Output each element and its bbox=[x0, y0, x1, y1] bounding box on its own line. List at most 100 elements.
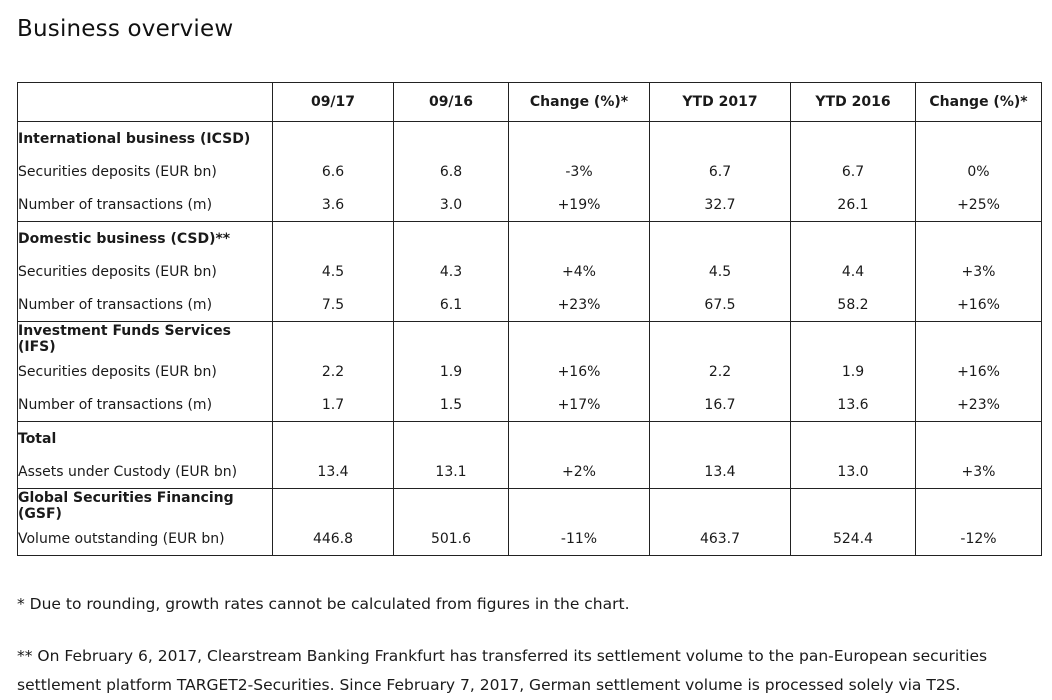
table-header-row: 09/17 09/16 Change (%)* YTD 2017 YTD 201… bbox=[17, 82, 1042, 122]
value-cell: 463.7 bbox=[649, 522, 791, 556]
business-overview-table: 09/17 09/16 Change (%)* YTD 2017 YTD 201… bbox=[17, 82, 1042, 556]
table-row: Assets under Custody (EUR bn) 13.4 13.1 +2%… bbox=[17, 455, 1042, 489]
column-header-label bbox=[17, 82, 273, 122]
value-cell: 58.2 bbox=[790, 288, 916, 322]
value-cell: 524.4 bbox=[790, 522, 916, 556]
value-cell: 446.8 bbox=[272, 522, 394, 556]
empty-cell bbox=[915, 488, 1042, 522]
value-cell: +23% bbox=[508, 288, 650, 322]
empty-cell bbox=[790, 421, 916, 455]
empty-cell bbox=[272, 121, 394, 155]
value-cell: 6.1 bbox=[393, 288, 509, 322]
value-cell: 4.4 bbox=[790, 255, 916, 288]
footnote-rounding: * Due to rounding, growth rates cannot b… bbox=[17, 595, 630, 613]
row-label: Assets under Custody (EUR bn) bbox=[17, 455, 273, 489]
section-title: International business (ICSD) bbox=[17, 121, 273, 155]
value-cell: +17% bbox=[508, 388, 650, 422]
empty-cell bbox=[790, 221, 916, 255]
section-title: Total bbox=[17, 421, 273, 455]
value-cell: 6.6 bbox=[272, 155, 394, 188]
empty-cell bbox=[649, 488, 791, 522]
column-header-ytd-2016: YTD 2016 bbox=[790, 82, 916, 122]
value-cell: -12% bbox=[915, 522, 1042, 556]
value-cell: 4.5 bbox=[649, 255, 791, 288]
column-header-ytd-2017: YTD 2017 bbox=[649, 82, 791, 122]
value-cell: +2% bbox=[508, 455, 650, 489]
empty-cell bbox=[508, 421, 650, 455]
row-label: Volume outstanding (EUR bn) bbox=[17, 522, 273, 556]
empty-cell bbox=[272, 321, 394, 355]
value-cell: +16% bbox=[915, 355, 1042, 388]
value-cell: +25% bbox=[915, 188, 1042, 222]
value-cell: 13.6 bbox=[790, 388, 916, 422]
empty-cell bbox=[915, 421, 1042, 455]
empty-cell bbox=[915, 121, 1042, 155]
empty-cell bbox=[508, 321, 650, 355]
value-cell: 13.0 bbox=[790, 455, 916, 489]
empty-cell bbox=[915, 321, 1042, 355]
section-title: Global Securities Financing (GSF) bbox=[17, 488, 273, 522]
value-cell: 2.2 bbox=[649, 355, 791, 388]
section-header-row: Total bbox=[17, 421, 1042, 455]
value-cell: +3% bbox=[915, 455, 1042, 489]
empty-cell bbox=[393, 121, 509, 155]
value-cell: 1.9 bbox=[393, 355, 509, 388]
value-cell: 1.7 bbox=[272, 388, 394, 422]
empty-cell bbox=[393, 488, 509, 522]
value-cell: 7.5 bbox=[272, 288, 394, 322]
table-row: Securities deposits (EUR bn) 4.5 4.3 +4% 4.5… bbox=[17, 255, 1042, 288]
empty-cell bbox=[272, 221, 394, 255]
value-cell: 16.7 bbox=[649, 388, 791, 422]
row-label: Securities deposits (EUR bn) bbox=[17, 155, 273, 188]
value-cell: 26.1 bbox=[790, 188, 916, 222]
value-cell: 0% bbox=[915, 155, 1042, 188]
row-label: Number of transactions (m) bbox=[17, 388, 273, 422]
value-cell: 3.6 bbox=[272, 188, 394, 222]
value-cell: 13.4 bbox=[272, 455, 394, 489]
section-title: Domestic business (CSD)** bbox=[17, 221, 273, 255]
value-cell: 2.2 bbox=[272, 355, 394, 388]
value-cell: 4.5 bbox=[272, 255, 394, 288]
empty-cell bbox=[272, 488, 394, 522]
empty-cell bbox=[790, 121, 916, 155]
column-header-change-ytd: Change (%)* bbox=[915, 82, 1042, 122]
empty-cell bbox=[649, 421, 791, 455]
value-cell: +19% bbox=[508, 188, 650, 222]
value-cell: 3.0 bbox=[393, 188, 509, 222]
value-cell: 67.5 bbox=[649, 288, 791, 322]
value-cell: 6.7 bbox=[790, 155, 916, 188]
empty-cell bbox=[508, 488, 650, 522]
empty-cell bbox=[393, 321, 509, 355]
row-label: Number of transactions (m) bbox=[17, 288, 273, 322]
value-cell: 501.6 bbox=[393, 522, 509, 556]
section-title: Investment Funds Services (IFS) bbox=[17, 321, 273, 355]
empty-cell bbox=[790, 321, 916, 355]
empty-cell bbox=[649, 221, 791, 255]
empty-cell bbox=[508, 221, 650, 255]
value-cell: 1.9 bbox=[790, 355, 916, 388]
value-cell: 6.7 bbox=[649, 155, 791, 188]
value-cell: -11% bbox=[508, 522, 650, 556]
empty-cell bbox=[508, 121, 650, 155]
page-title: Business overview bbox=[17, 16, 234, 42]
section-header-row: Global Securities Financing (GSF) bbox=[17, 488, 1042, 522]
value-cell: 6.8 bbox=[393, 155, 509, 188]
empty-cell bbox=[790, 488, 916, 522]
table-row: Volume outstanding (EUR bn) 446.8 501.6 -11… bbox=[17, 522, 1042, 556]
section-header-row: Domestic business (CSD)** bbox=[17, 221, 1042, 255]
value-cell: 13.1 bbox=[393, 455, 509, 489]
row-label: Number of transactions (m) bbox=[17, 188, 273, 222]
empty-cell bbox=[272, 421, 394, 455]
empty-cell bbox=[915, 221, 1042, 255]
table-row: Number of transactions (m) 3.6 3.0 +19% 32.7… bbox=[17, 188, 1042, 222]
empty-cell bbox=[393, 221, 509, 255]
footnote-t2s: ** On February 6, 2017, Clearstream Bank… bbox=[17, 647, 988, 694]
value-cell: +16% bbox=[915, 288, 1042, 322]
value-cell: +16% bbox=[508, 355, 650, 388]
table-row: Number of transactions (m) 1.7 1.5 +17% 16.7… bbox=[17, 388, 1042, 422]
value-cell: 4.3 bbox=[393, 255, 509, 288]
table-row: Number of transactions (m) 7.5 6.1 +23% 67.5… bbox=[17, 288, 1042, 322]
value-cell: +3% bbox=[915, 255, 1042, 288]
value-cell: +23% bbox=[915, 388, 1042, 422]
section-header-row: Investment Funds Services (IFS) bbox=[17, 321, 1042, 355]
